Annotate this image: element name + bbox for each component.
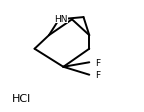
Text: F: F	[95, 58, 100, 67]
Text: HCl: HCl	[12, 94, 31, 103]
Text: HN: HN	[54, 15, 68, 24]
Text: F: F	[95, 71, 100, 80]
